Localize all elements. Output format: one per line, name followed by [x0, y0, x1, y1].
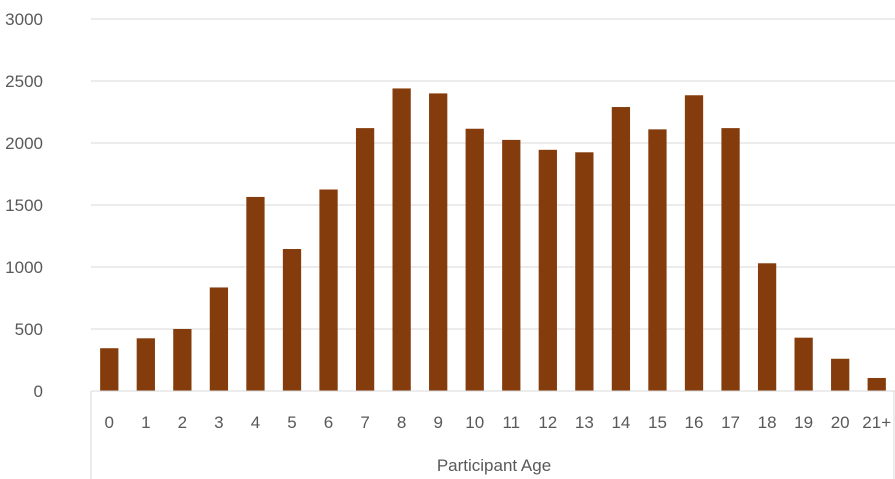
bar [502, 139, 521, 391]
bar [282, 249, 302, 391]
bar [209, 287, 229, 391]
bar [721, 128, 740, 391]
bar [100, 348, 119, 391]
x-tick-label: 4 [251, 413, 260, 432]
bar [794, 337, 813, 391]
y-tick-label: 500 [15, 320, 43, 339]
bar [538, 149, 557, 391]
x-tick-label: 10 [465, 413, 484, 432]
bar [757, 263, 777, 391]
x-tick-label: 16 [685, 413, 704, 432]
bar [429, 93, 448, 392]
bar [684, 95, 704, 391]
bar [465, 128, 484, 392]
bar [831, 358, 850, 391]
x-tick-label: 2 [178, 413, 187, 432]
x-tick-label: 21+ [862, 413, 891, 432]
x-tick-label: 9 [433, 413, 442, 432]
x-axis-title: Participant Age [437, 456, 551, 475]
x-tick-label: 18 [758, 413, 777, 432]
bar [392, 88, 411, 391]
y-tick-label: 2500 [5, 72, 43, 91]
y-tick-label: 0 [34, 382, 43, 401]
x-tick-label: 7 [360, 413, 369, 432]
x-tick-label: 19 [794, 413, 813, 432]
bar [355, 128, 375, 391]
bar [867, 377, 886, 391]
y-tick-label: 1500 [5, 196, 43, 215]
bar [648, 129, 667, 392]
x-tick-label: 8 [397, 413, 406, 432]
bar [136, 338, 155, 391]
x-tick-label: 1 [141, 413, 150, 432]
y-tick-label: 2000 [5, 134, 43, 153]
x-tick-label: 15 [648, 413, 667, 432]
y-axis-tick-labels: 0 500 1000 1500 2000 2500 3000 [5, 10, 43, 401]
x-tick-label: 11 [502, 413, 520, 432]
x-tick-label: 13 [575, 413, 594, 432]
x-axis-tick-labels: 0 1 2 3 4 5 6 7 8 9 10 11 12 13 14 15 16 17 18 19 20 21+ [105, 413, 892, 432]
y-tick-label: 1000 [5, 258, 43, 277]
bars [100, 88, 886, 392]
bar [319, 189, 338, 391]
x-tick-label: 12 [538, 413, 557, 432]
bar [611, 107, 631, 391]
x-tick-label: 17 [721, 413, 740, 432]
bar [575, 152, 594, 391]
y-tick-label: 3000 [5, 10, 43, 29]
x-tick-label: 14 [611, 413, 630, 432]
bar [246, 196, 265, 391]
bar [173, 329, 192, 391]
x-tick-label: 5 [287, 413, 296, 432]
x-axis [90, 390, 895, 479]
x-tick-label: 3 [214, 413, 223, 432]
x-tick-label: 20 [831, 413, 850, 432]
x-tick-label: 0 [105, 413, 114, 432]
x-tick-label: 6 [324, 413, 333, 432]
